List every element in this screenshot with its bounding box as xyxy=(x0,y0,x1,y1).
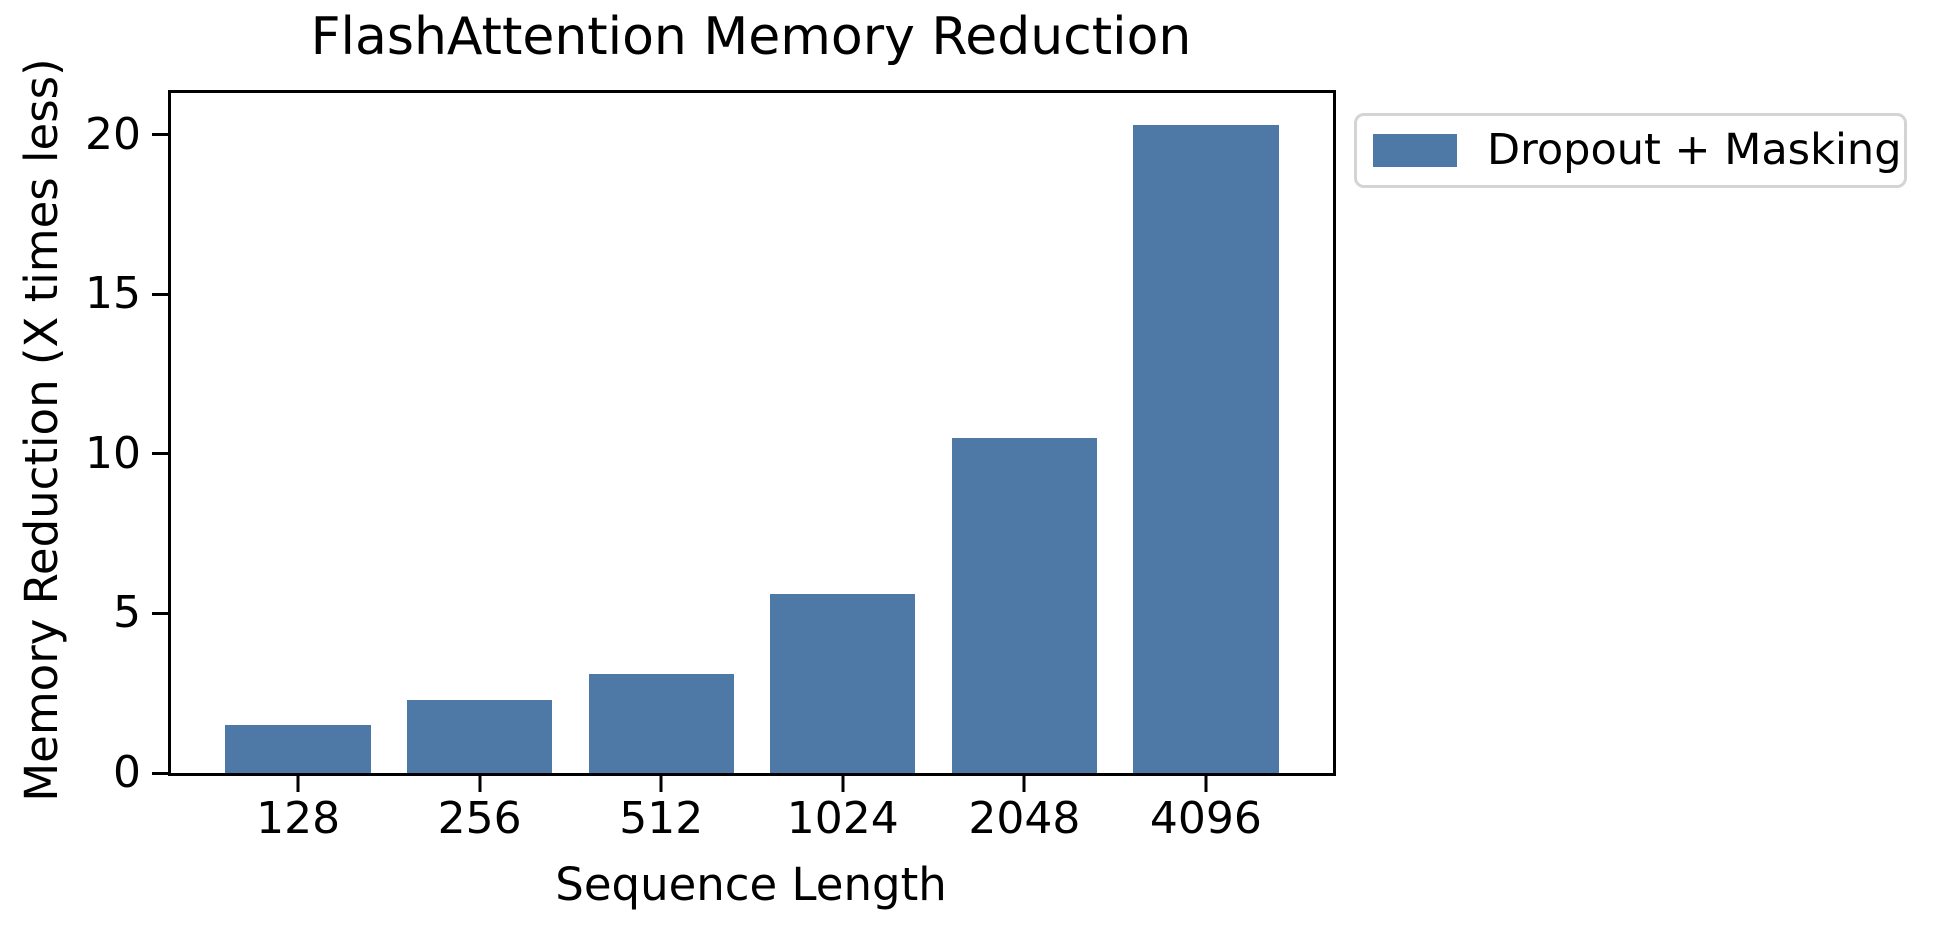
x-tick-mark xyxy=(296,776,300,792)
y-tick-mark xyxy=(152,292,168,296)
x-tick-label-256: 256 xyxy=(437,793,522,844)
x-tick-label-128: 128 xyxy=(256,793,341,844)
bar-2048 xyxy=(951,437,1097,773)
legend-swatch xyxy=(1373,134,1457,167)
x-tick-mark xyxy=(478,776,482,792)
y-tick-label-5: 5 xyxy=(113,587,141,639)
x-tick-label-512: 512 xyxy=(619,793,704,844)
x-tick-mark xyxy=(659,776,663,792)
y-tick-mark xyxy=(152,452,168,456)
bar-256 xyxy=(407,699,553,773)
x-tick-mark xyxy=(1022,776,1026,792)
y-tick-mark xyxy=(152,133,168,136)
y-axis-label: Memory Reduction (X times less) xyxy=(15,58,68,802)
bar-1024 xyxy=(770,594,916,773)
bar-128 xyxy=(225,725,371,773)
plot-area: 128 256 512 1024 2048 4096 0 5 10 15 20 xyxy=(85,90,1336,841)
y-tick-label-0: 0 xyxy=(113,747,141,798)
legend-label: Dropout + Masking xyxy=(1487,125,1902,175)
y-tick-label-15: 15 xyxy=(85,268,141,320)
bar-512 xyxy=(588,674,734,773)
bar-4096 xyxy=(1133,124,1279,773)
x-tick-mark xyxy=(1204,776,1208,792)
chart-title: FlashAttention Memory Reduction xyxy=(310,7,1192,67)
y-tick-label-10: 10 xyxy=(85,427,141,479)
x-axis-label: Sequence Length xyxy=(555,858,947,911)
y-tick-label-20: 20 xyxy=(85,108,141,160)
legend: Dropout + Masking xyxy=(1354,113,1907,188)
x-tick-label-4096: 4096 xyxy=(1149,793,1262,844)
y-tick-mark xyxy=(152,771,168,775)
x-tick-label-1024: 1024 xyxy=(786,793,899,844)
y-tick-mark xyxy=(152,611,168,615)
x-tick-mark xyxy=(841,776,845,792)
x-tick-label-2048: 2048 xyxy=(968,793,1081,844)
